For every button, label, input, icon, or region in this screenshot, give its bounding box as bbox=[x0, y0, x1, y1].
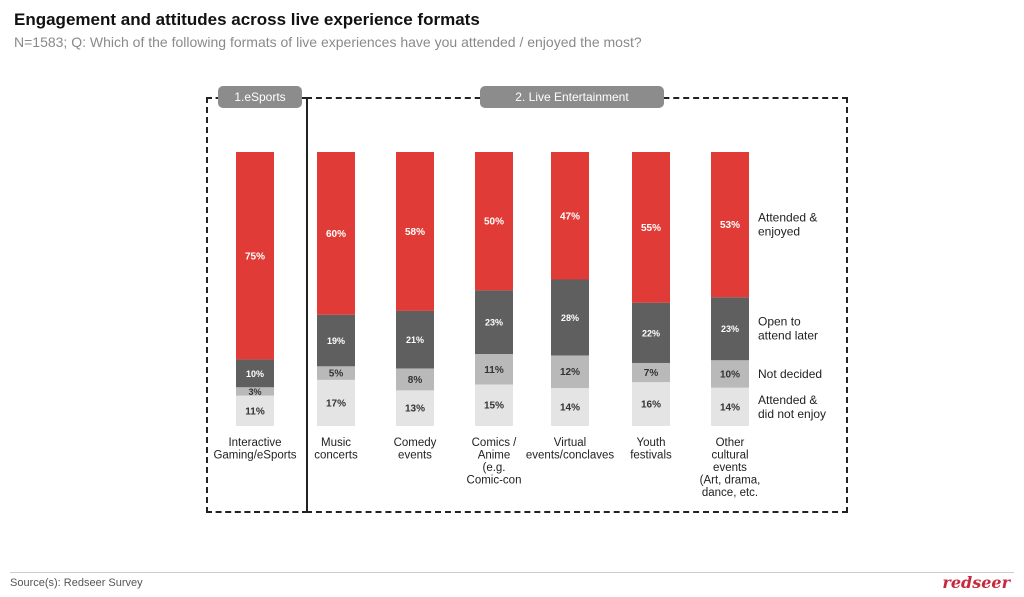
bar-segment-not_enjoy-cat-1 bbox=[236, 395, 274, 426]
data-label-enjoyed-cat-1: 75% bbox=[245, 251, 265, 262]
data-label-enjoyed-cat-2: 60% bbox=[326, 229, 346, 240]
bar-segment-enjoyed-cat-3 bbox=[396, 152, 434, 311]
bar-segment-open-cat-3 bbox=[396, 310, 434, 369]
footer-divider bbox=[10, 572, 1014, 573]
legend-label-open: attend later bbox=[758, 329, 818, 343]
legend-label-enjoyed: Attended & bbox=[758, 211, 817, 225]
group-divider bbox=[306, 97, 308, 513]
data-label-open-cat-3: 21% bbox=[406, 335, 424, 345]
esports-group-label: 1.eSports bbox=[218, 86, 302, 108]
legend-label-not_enjoy: did not enjoy bbox=[758, 407, 826, 421]
data-label-undecided-cat-1: 3% bbox=[248, 387, 261, 397]
bar-segment-enjoyed-cat-2 bbox=[317, 152, 355, 315]
data-label-open-cat-4: 23% bbox=[485, 318, 503, 328]
category-label-cat-7: events bbox=[713, 462, 747, 474]
bar-segment-enjoyed-cat-5 bbox=[551, 152, 589, 280]
category-label-cat-2: concerts bbox=[314, 450, 358, 462]
data-label-not_enjoy-cat-4: 15% bbox=[484, 401, 504, 412]
bar-segment-not_enjoy-cat-7 bbox=[711, 387, 749, 426]
bar-segment-open-cat-5 bbox=[551, 279, 589, 356]
legend-label-open: Open to bbox=[758, 315, 801, 329]
legend-label-enjoyed: enjoyed bbox=[758, 225, 800, 239]
category-label-cat-3: Comedy bbox=[394, 437, 437, 449]
chart-subtitle: N=1583; Q: Which of the following format… bbox=[14, 34, 642, 50]
data-label-enjoyed-cat-4: 50% bbox=[484, 217, 504, 228]
data-label-open-cat-6: 22% bbox=[642, 328, 660, 338]
category-label-cat-7: Other bbox=[716, 437, 745, 449]
category-label-cat-4: Anime bbox=[478, 450, 511, 462]
data-label-open-cat-7: 23% bbox=[721, 324, 739, 334]
legend-label-not_enjoy: Attended & bbox=[758, 393, 817, 407]
data-label-undecided-cat-3: 8% bbox=[408, 375, 423, 386]
category-label-cat-6: festivals bbox=[630, 450, 672, 462]
category-label-cat-5: Virtual bbox=[554, 437, 586, 449]
bar-segment-undecided-cat-2 bbox=[317, 366, 355, 380]
data-label-enjoyed-cat-6: 55% bbox=[641, 223, 661, 234]
data-label-not_enjoy-cat-5: 14% bbox=[560, 403, 580, 414]
data-label-not_enjoy-cat-1: 11% bbox=[245, 406, 265, 417]
bar-segment-enjoyed-cat-7 bbox=[711, 152, 749, 298]
category-label-cat-4: Comic-con bbox=[467, 475, 522, 487]
category-label-cat-1: Gaming/eSports bbox=[213, 450, 296, 462]
bar-segment-undecided-cat-3 bbox=[396, 368, 434, 391]
brand-logo: redseer bbox=[942, 573, 1010, 592]
source-note: Source(s): Redseer Survey bbox=[10, 577, 143, 589]
category-label-cat-6: Youth bbox=[637, 437, 666, 449]
bar-segment-open-cat-4 bbox=[475, 290, 513, 355]
data-label-open-cat-5: 28% bbox=[561, 313, 579, 323]
data-label-not_enjoy-cat-7: 14% bbox=[720, 402, 740, 413]
bar-segment-open-cat-7 bbox=[711, 297, 749, 361]
category-label-cat-7: cultural bbox=[711, 450, 748, 462]
data-label-enjoyed-cat-7: 53% bbox=[720, 220, 740, 231]
data-label-enjoyed-cat-5: 47% bbox=[560, 211, 580, 222]
category-label-cat-3: events bbox=[398, 450, 432, 462]
bar-segment-not_enjoy-cat-6 bbox=[632, 382, 670, 426]
bar-segment-not_enjoy-cat-4 bbox=[475, 384, 513, 426]
data-label-not_enjoy-cat-6: 16% bbox=[641, 400, 661, 411]
bar-segment-enjoyed-cat-1 bbox=[236, 152, 274, 360]
category-label-cat-2: Music bbox=[321, 437, 351, 449]
data-label-undecided-cat-4: 11% bbox=[484, 365, 504, 376]
data-label-not_enjoy-cat-3: 13% bbox=[405, 404, 425, 415]
bar-segment-enjoyed-cat-4 bbox=[475, 152, 513, 291]
data-label-undecided-cat-2: 5% bbox=[329, 369, 344, 380]
bar-segment-undecided-cat-4 bbox=[475, 354, 513, 385]
live-entertainment-group-label: 2. Live Entertainment bbox=[480, 86, 664, 108]
data-label-open-cat-1: 10% bbox=[246, 369, 264, 379]
category-label-cat-7: dance, etc. bbox=[702, 487, 758, 499]
chart-title: Engagement and attitudes across live exp… bbox=[14, 10, 480, 29]
category-label-cat-5: events/conclaves bbox=[526, 450, 614, 462]
category-label-cat-1: Interactive bbox=[228, 437, 281, 449]
bar-segment-open-cat-6 bbox=[632, 302, 670, 363]
category-label-cat-7: (Art, drama, bbox=[700, 475, 761, 487]
bar-segment-not_enjoy-cat-2 bbox=[317, 379, 355, 426]
bar-segment-enjoyed-cat-6 bbox=[632, 152, 670, 303]
data-label-not_enjoy-cat-2: 17% bbox=[326, 398, 346, 409]
legend-label-undecided: Not decided bbox=[758, 367, 822, 381]
data-label-undecided-cat-6: 7% bbox=[644, 368, 659, 379]
bar-segment-open-cat-1 bbox=[236, 359, 274, 388]
bar-segment-undecided-cat-5 bbox=[551, 355, 589, 389]
bar-segment-undecided-cat-7 bbox=[711, 360, 749, 388]
bar-segment-not_enjoy-cat-5 bbox=[551, 388, 589, 426]
bar-segment-undecided-cat-6 bbox=[632, 362, 670, 383]
bar-segment-open-cat-2 bbox=[317, 314, 355, 367]
data-label-undecided-cat-7: 10% bbox=[720, 369, 740, 380]
bar-segment-not_enjoy-cat-3 bbox=[396, 390, 434, 426]
data-label-undecided-cat-5: 12% bbox=[560, 367, 580, 378]
category-label-cat-4: Comics / bbox=[472, 437, 518, 449]
data-label-enjoyed-cat-3: 58% bbox=[405, 227, 425, 238]
data-label-open-cat-2: 19% bbox=[327, 336, 345, 346]
bar-segment-undecided-cat-1 bbox=[236, 387, 274, 396]
category-label-cat-4: (e.g. bbox=[482, 462, 505, 474]
